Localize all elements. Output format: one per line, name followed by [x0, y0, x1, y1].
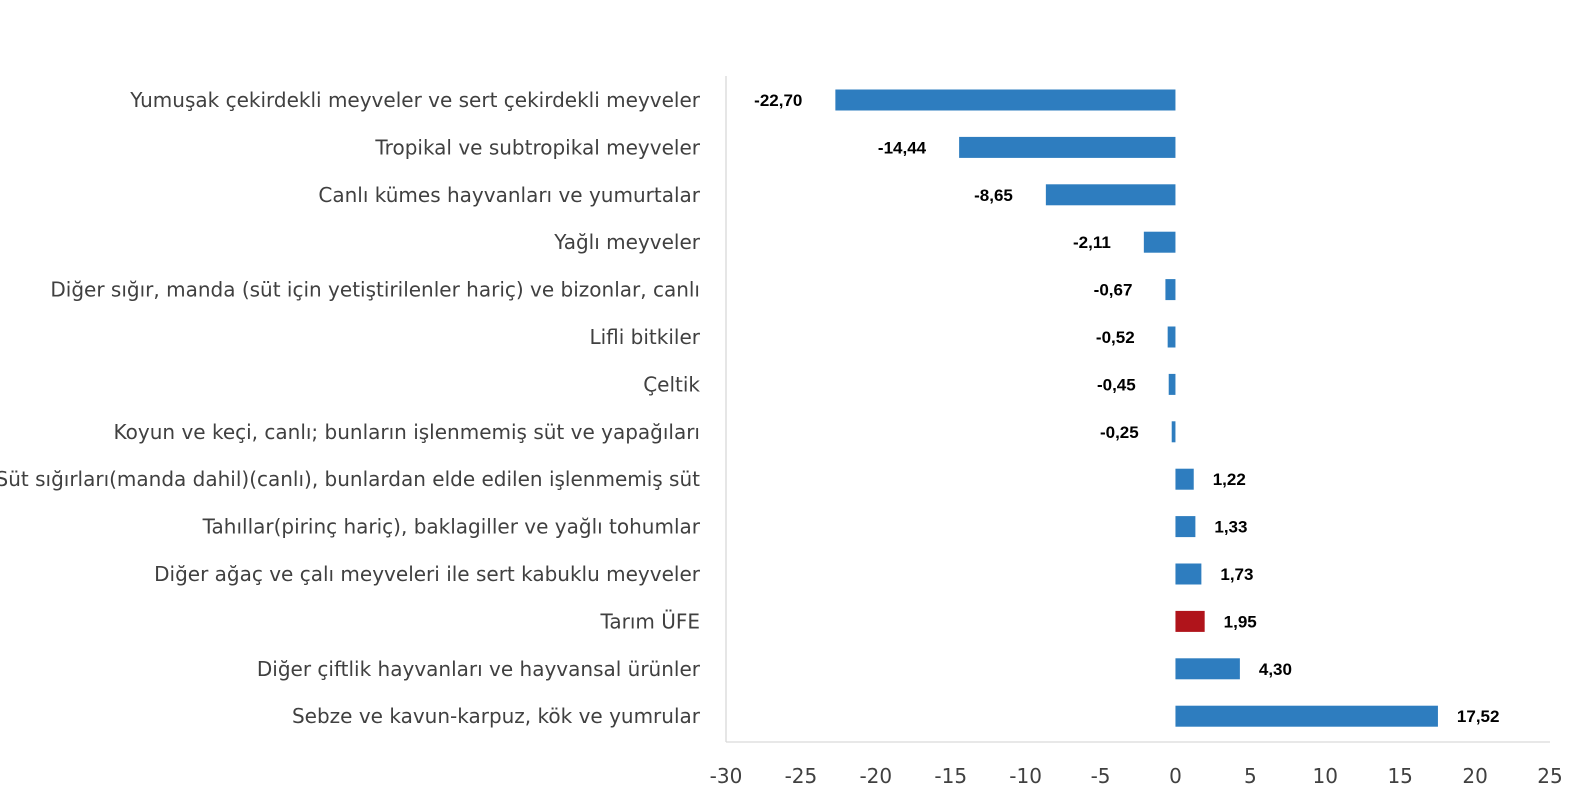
category-label: Yağlı meyveler	[553, 230, 701, 254]
category-label: Diğer ağaç ve çalı meyveleri ile sert ka…	[154, 562, 701, 586]
x-tick-label: 10	[1313, 764, 1338, 788]
category-label: Canlı kümes hayvanları ve yumurtalar	[318, 183, 700, 207]
data-label: 1,33	[1214, 518, 1247, 537]
data-label: -2,11	[1073, 233, 1111, 252]
x-tick-label: -10	[1009, 764, 1042, 788]
bars-layer	[835, 89, 1438, 727]
data-label: -0,67	[1094, 281, 1133, 300]
category-label: Sebze ve kavun-karpuz, kök ve yumrular	[292, 704, 701, 728]
data-label: -0,25	[1100, 423, 1139, 442]
data-label: 17,52	[1457, 707, 1500, 726]
bar	[1168, 373, 1176, 395]
category-label: Tarım ÜFE	[599, 609, 700, 633]
bar	[1175, 563, 1202, 585]
x-tick-labels: -30 -25 -20 -15 -10 -5 0 5 10 15 20 25	[710, 764, 1563, 788]
x-tick-label: 20	[1462, 764, 1487, 788]
axis-layer	[725, 76, 1550, 743]
x-tick-label: -25	[785, 764, 818, 788]
x-tick-label: -30	[710, 764, 743, 788]
x-tick-label: 25	[1537, 764, 1562, 788]
data-label: 1,73	[1220, 565, 1253, 584]
bar	[1167, 326, 1176, 348]
bar	[959, 136, 1176, 158]
category-labels: Yumuşak çekirdekli meyveler ve sert çeki…	[0, 88, 701, 728]
data-label: -0,45	[1097, 375, 1136, 394]
category-label: Yumuşak çekirdekli meyveler ve sert çeki…	[129, 88, 701, 112]
bar	[1175, 610, 1205, 632]
category-label: Süt sığırları(manda dahil)(canlı), bunla…	[0, 467, 700, 491]
data-label: 4,30	[1259, 660, 1292, 679]
category-label: Lifli bitkiler	[589, 325, 700, 349]
bar	[1175, 468, 1194, 490]
data-label: -14,44	[878, 138, 927, 157]
data-label: -8,65	[974, 186, 1013, 205]
bar	[1143, 231, 1176, 253]
bar	[1175, 658, 1240, 680]
x-tick-label: 5	[1244, 764, 1257, 788]
value-labels: -22,70 -14,44 -8,65 -2,11 -0,67 -0,52 -0,45 -0,…	[754, 91, 1499, 726]
category-label: Tropikal ve subtropikal meyveler	[374, 135, 700, 159]
bar	[835, 89, 1176, 111]
bar	[1175, 705, 1438, 727]
bar	[1165, 279, 1176, 301]
category-label: Diğer sığır, manda (süt için yetiştirile…	[50, 278, 700, 302]
x-tick-label: 0	[1169, 764, 1182, 788]
category-label: Tahıllar(pirinç hariç), baklagiller ve y…	[202, 515, 701, 539]
bar	[1175, 516, 1196, 538]
data-label: -0,52	[1096, 328, 1135, 347]
data-label: 1,22	[1213, 470, 1246, 489]
x-tick-label: -20	[859, 764, 892, 788]
data-label: 1,95	[1224, 612, 1257, 631]
category-label: Koyun ve keçi, canlı; bunların işlenmemi…	[114, 420, 700, 444]
data-label: -22,70	[754, 91, 802, 110]
x-tick-label: 15	[1387, 764, 1412, 788]
x-tick-label: -5	[1091, 764, 1111, 788]
category-label: Diğer çiftlik hayvanları ve hayvansal ür…	[257, 657, 701, 681]
category-label: Çeltik	[643, 372, 700, 396]
bar	[1045, 184, 1176, 206]
x-tick-label: -15	[934, 764, 967, 788]
bar	[1171, 421, 1176, 443]
